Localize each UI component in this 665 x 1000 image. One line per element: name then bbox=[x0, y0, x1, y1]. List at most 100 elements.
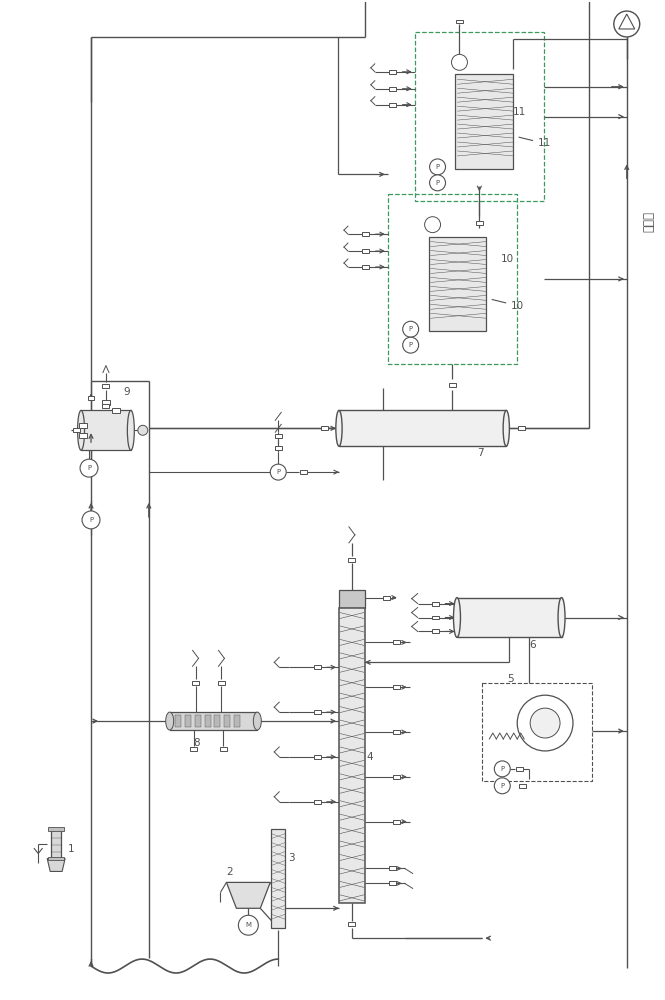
Bar bbox=[339, 608, 365, 903]
Circle shape bbox=[494, 778, 510, 794]
Ellipse shape bbox=[336, 410, 342, 446]
Bar bbox=[220, 747, 227, 751]
Bar bbox=[314, 710, 321, 714]
Bar bbox=[393, 730, 400, 734]
Ellipse shape bbox=[128, 410, 134, 450]
Circle shape bbox=[425, 217, 440, 233]
Text: 9: 9 bbox=[123, 387, 130, 397]
Text: 8: 8 bbox=[194, 738, 200, 748]
Text: 5: 5 bbox=[507, 674, 514, 684]
Bar bbox=[225, 715, 231, 727]
Circle shape bbox=[430, 159, 446, 175]
Bar bbox=[300, 470, 307, 474]
Circle shape bbox=[403, 337, 419, 353]
Bar bbox=[415, 32, 544, 201]
Bar bbox=[314, 800, 321, 804]
Bar bbox=[102, 384, 110, 388]
Ellipse shape bbox=[503, 410, 509, 446]
Bar bbox=[393, 640, 400, 644]
Bar bbox=[519, 784, 526, 788]
Bar bbox=[389, 70, 396, 74]
Bar bbox=[190, 747, 197, 751]
Text: 6: 6 bbox=[529, 640, 536, 650]
Bar bbox=[218, 681, 225, 685]
Bar bbox=[348, 922, 355, 926]
Bar bbox=[432, 629, 439, 633]
Bar bbox=[389, 881, 396, 885]
Text: 11: 11 bbox=[519, 137, 551, 148]
Text: 11: 11 bbox=[513, 107, 527, 117]
Text: P: P bbox=[408, 342, 413, 348]
Bar bbox=[321, 426, 328, 430]
Ellipse shape bbox=[454, 598, 460, 637]
Ellipse shape bbox=[166, 712, 174, 730]
Circle shape bbox=[403, 321, 419, 337]
Text: 4: 4 bbox=[367, 752, 374, 762]
Circle shape bbox=[494, 761, 510, 777]
Bar bbox=[314, 665, 321, 669]
Bar bbox=[170, 712, 257, 730]
Text: P: P bbox=[500, 766, 504, 772]
Polygon shape bbox=[47, 858, 65, 871]
Bar bbox=[102, 404, 110, 408]
Text: P: P bbox=[500, 783, 504, 789]
Text: P: P bbox=[408, 326, 413, 332]
Bar bbox=[205, 715, 211, 727]
Bar bbox=[389, 103, 396, 107]
Bar bbox=[476, 221, 483, 225]
Ellipse shape bbox=[78, 410, 84, 450]
Bar bbox=[432, 616, 439, 619]
Text: 2: 2 bbox=[227, 867, 233, 877]
Bar bbox=[271, 829, 285, 928]
Text: P: P bbox=[276, 469, 280, 475]
Bar bbox=[393, 820, 400, 824]
Circle shape bbox=[138, 425, 148, 435]
Bar bbox=[275, 446, 282, 450]
Text: 7: 7 bbox=[477, 448, 484, 458]
Bar bbox=[518, 426, 525, 430]
Ellipse shape bbox=[558, 598, 565, 637]
Bar bbox=[429, 237, 486, 331]
Text: P: P bbox=[436, 164, 440, 170]
Circle shape bbox=[82, 511, 100, 529]
Bar bbox=[339, 590, 365, 608]
Bar bbox=[185, 715, 191, 727]
Bar bbox=[88, 396, 94, 400]
Text: 10: 10 bbox=[492, 300, 525, 311]
Text: P: P bbox=[89, 517, 93, 523]
Text: M: M bbox=[245, 922, 251, 928]
Bar bbox=[339, 410, 506, 446]
Bar bbox=[456, 74, 513, 169]
Text: 10: 10 bbox=[501, 254, 515, 264]
Bar bbox=[275, 434, 282, 438]
Text: 3: 3 bbox=[288, 853, 295, 863]
Bar bbox=[383, 596, 390, 600]
Text: 1: 1 bbox=[68, 844, 74, 854]
Bar bbox=[79, 423, 87, 428]
Bar bbox=[192, 681, 199, 685]
Circle shape bbox=[452, 54, 467, 70]
Bar bbox=[457, 598, 561, 637]
Bar bbox=[51, 829, 61, 858]
Bar bbox=[393, 775, 400, 779]
Text: 溶解液: 溶解液 bbox=[642, 211, 655, 232]
Bar bbox=[102, 400, 110, 405]
Text: P: P bbox=[436, 180, 440, 186]
Bar bbox=[362, 232, 369, 236]
Bar bbox=[362, 249, 369, 253]
Polygon shape bbox=[227, 882, 270, 908]
Circle shape bbox=[517, 695, 573, 751]
Circle shape bbox=[430, 175, 446, 191]
Circle shape bbox=[80, 459, 98, 477]
Bar bbox=[81, 410, 131, 450]
Bar bbox=[388, 194, 517, 364]
Circle shape bbox=[238, 915, 258, 935]
Bar bbox=[48, 857, 64, 860]
Bar bbox=[48, 827, 64, 831]
Bar bbox=[362, 265, 369, 269]
Bar bbox=[389, 87, 396, 91]
Bar bbox=[215, 715, 221, 727]
Circle shape bbox=[270, 464, 286, 480]
Bar bbox=[393, 685, 400, 689]
Bar bbox=[449, 383, 456, 387]
